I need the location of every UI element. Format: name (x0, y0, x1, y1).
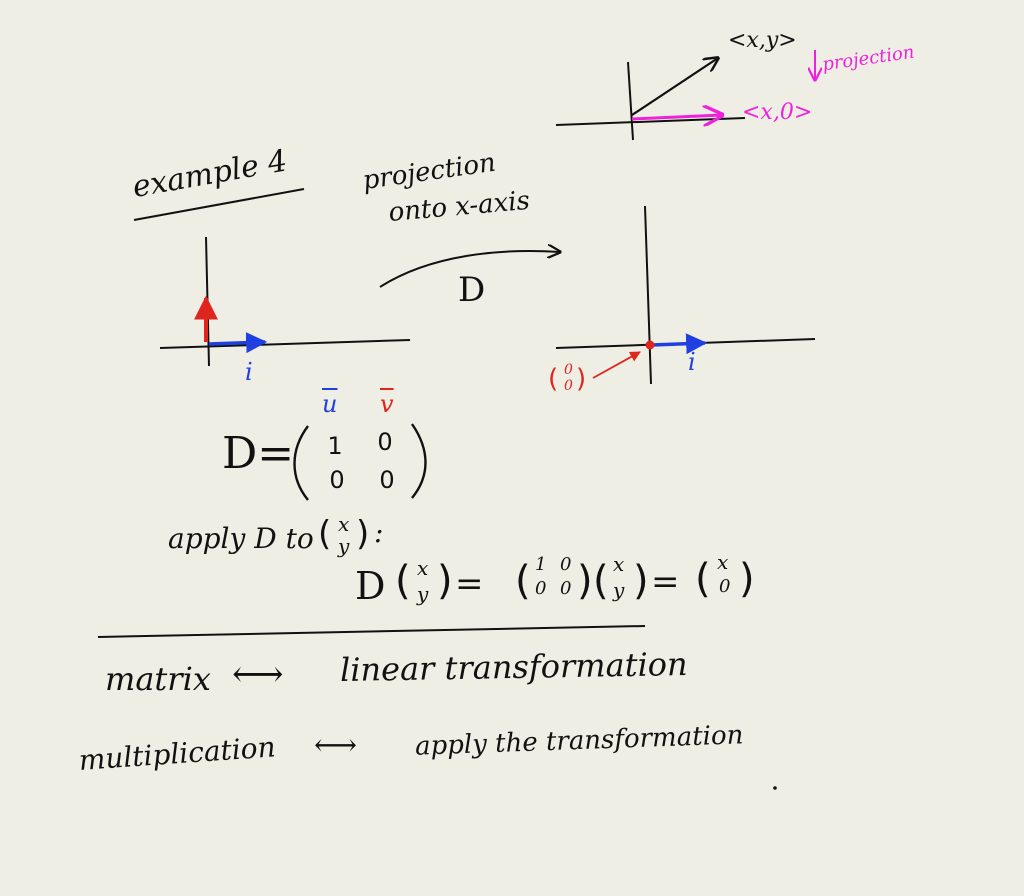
top-projection-sketch (555, 50, 815, 141)
mapping-arrow (379, 251, 560, 288)
u-column-label: u (322, 390, 338, 418)
vector-xy-arrow (631, 58, 718, 116)
zero-vector-pointer (592, 351, 641, 379)
apply-prompt: apply D to (168, 522, 314, 555)
matrix-lhs: D= (222, 428, 295, 479)
domain-axes (159, 236, 411, 367)
eq-vec2-bottom: y (613, 578, 625, 602)
stray-dot (773, 786, 777, 790)
eq-m12: 0 (560, 554, 572, 575)
eq-equals-2: = (651, 562, 680, 602)
codomain-axes (555, 205, 816, 385)
map-name-D: D (458, 270, 486, 310)
eq-lhs-D: D (355, 564, 386, 608)
matrix-left-paren (293, 425, 309, 501)
top-y-axis (627, 61, 634, 141)
v-column-label: v (380, 390, 394, 418)
vector-xy-label: <x,y> (728, 28, 797, 53)
eq-vec2-top: x (613, 552, 625, 576)
section-divider (97, 625, 646, 638)
summary-arrow-2: ⟷ (314, 728, 358, 763)
apply-colon: : (374, 516, 384, 549)
eq-equals-1: = (455, 564, 484, 604)
eq-m21: 0 (535, 578, 547, 599)
basis-i-vector (208, 332, 268, 354)
i-label-left: i (245, 358, 253, 386)
zero-top: 0 (564, 362, 573, 378)
eq-vec-top: x (417, 556, 429, 580)
application-equation: D ( x y ) = ( 1 0 0 0 ) ( x y ) = ( x 0 … (355, 550, 755, 608)
matrix-entry-11: 1 (327, 432, 343, 460)
matrix-right-paren (411, 423, 427, 499)
matrix-entry-12: 0 (377, 428, 393, 456)
image-i-vector (651, 333, 708, 355)
apply-vector: ( x y ) : (318, 512, 384, 558)
matrix-entry-21: 0 (329, 466, 345, 494)
right-y-axis (644, 205, 652, 385)
summary-matrix: matrix (105, 660, 211, 698)
left-x-axis (159, 339, 411, 349)
summary-arrow-1: ⟷ (232, 654, 284, 695)
eq-m22: 0 (560, 578, 572, 599)
matrix-entry-22: 0 (379, 466, 395, 494)
vector-x0-label: <x,0> (742, 100, 813, 125)
apply-vec-top: x (338, 512, 350, 536)
eq-result-bottom: 0 (719, 576, 731, 597)
example-title-underline (133, 188, 305, 221)
eq-result-top: x (717, 550, 729, 574)
eq-vec-bottom: y (417, 582, 429, 606)
summary-linear-transformation: linear transformation (339, 644, 688, 690)
zero-vector-dot (645, 340, 655, 350)
apply-vec-bottom: y (338, 534, 350, 558)
zero-bottom: 0 (564, 378, 573, 394)
zero-vector-label: ( 0 0 ) (548, 362, 587, 394)
projected-vector-arrow (631, 115, 722, 119)
eq-m11: 1 (535, 554, 547, 575)
i-label-right: i (688, 348, 696, 376)
